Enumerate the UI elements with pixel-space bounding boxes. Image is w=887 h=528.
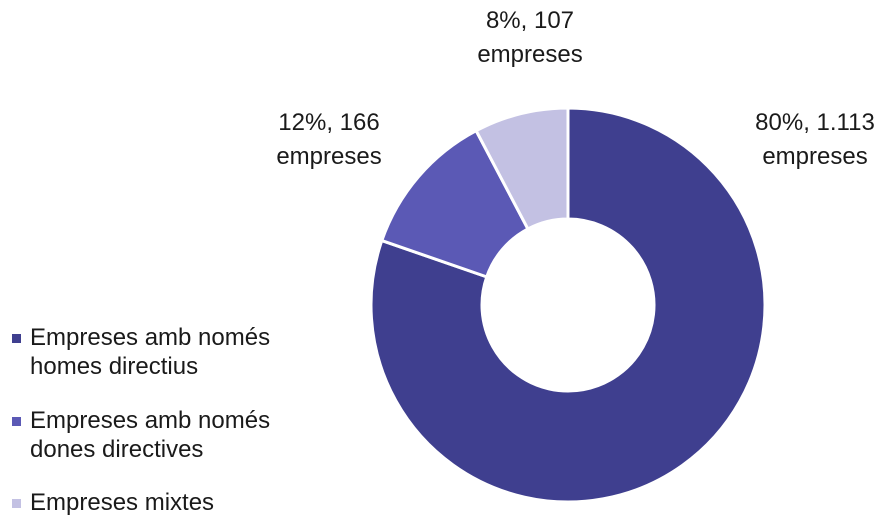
- data-label-unit: empreses: [276, 143, 381, 170]
- data-label: 12%, 166 empreses: [276, 109, 381, 170]
- donut-slice: [369, 106, 767, 504]
- data-label-value: 80%, 1.113: [755, 109, 875, 136]
- legend-label: Empreses mixtes: [30, 489, 214, 516]
- legend-label: Empreses amb només dones directives: [30, 407, 270, 463]
- data-label-value: 12%, 166: [278, 109, 379, 136]
- data-label-unit: empreses: [762, 143, 867, 170]
- legend-item: Empreses amb només dones directives: [12, 407, 270, 463]
- legend: Empreses amb només homes directius Emprese…: [12, 324, 270, 516]
- legend-item: Empreses mixtes: [12, 489, 214, 516]
- legend-swatch: [12, 417, 21, 426]
- legend-item: Empreses amb només homes directius: [12, 324, 270, 380]
- data-label-value: 8%, 107: [486, 7, 574, 34]
- legend-label: Empreses amb només homes directius: [30, 324, 270, 380]
- slices-layer: [369, 106, 767, 504]
- donut-slice: [474, 106, 570, 231]
- data-label: 8%, 107 empreses: [477, 7, 582, 68]
- data-label: 80%, 1.113 empreses: [755, 109, 875, 170]
- data-label-unit: empreses: [477, 41, 582, 68]
- legend-swatch: [12, 499, 21, 508]
- legend-swatch: [12, 334, 21, 343]
